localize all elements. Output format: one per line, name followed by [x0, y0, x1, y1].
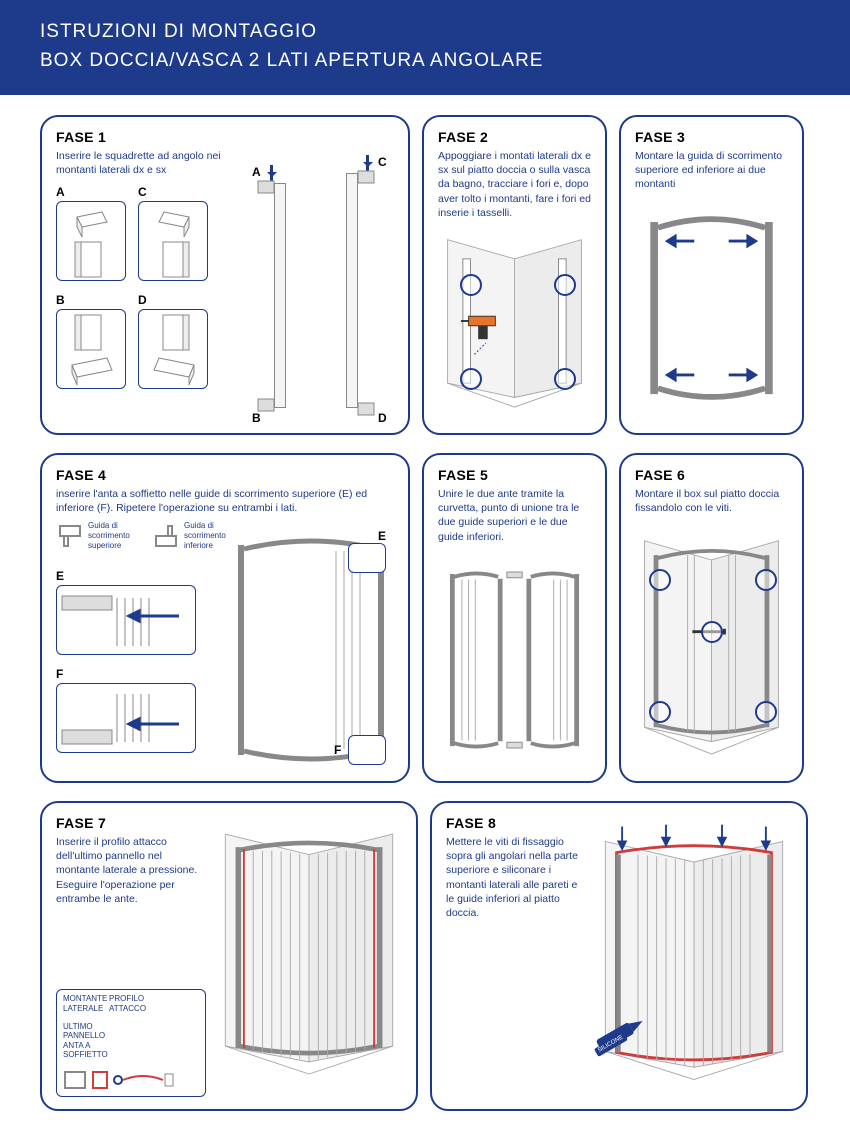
- panel-fase-6: FASE 6 Montare il box sul piatto doccia …: [619, 453, 804, 783]
- rail-right: [346, 173, 358, 408]
- fase1-title: FASE 1: [56, 129, 394, 145]
- bracket-top-right-icon: [356, 169, 376, 185]
- fase3-desc: Montare la guida di scorrimento superior…: [635, 149, 788, 192]
- hole-mark-1: [460, 274, 482, 296]
- fase3-illustration: [635, 198, 788, 418]
- rail-left: [274, 183, 286, 408]
- label-d: D: [138, 293, 147, 307]
- fase7-legend: MONTANTE LATERALE PROFILO ATTACCO ULTIMO…: [56, 989, 206, 1097]
- mounted-box-icon: [635, 521, 788, 771]
- label-b: B: [56, 293, 65, 307]
- fase4-illustration: Guida di scorrimento superiore Guida di …: [56, 521, 394, 781]
- page-header: ISTRUZIONI DI MONTAGGIO BOX DOCCIA/VASCA…: [0, 0, 850, 95]
- bracket-d-icon: [139, 310, 209, 390]
- fase6-title: FASE 6: [635, 467, 788, 483]
- fase4-desc: inserire l'anta a soffietto nelle guide …: [56, 487, 394, 515]
- hole-mark-4: [554, 368, 576, 390]
- guide-inf-label: Guida di scorrimento inferiore: [184, 521, 232, 550]
- fase3-title: FASE 3: [635, 129, 788, 145]
- fase2-title: FASE 2: [438, 129, 591, 145]
- hole-mark-2: [460, 368, 482, 390]
- legend-a: MONTANTE LATERALE: [63, 994, 101, 1013]
- panel-fase-2: FASE 2 Appoggiare i montati laterali dx …: [422, 115, 607, 435]
- header-line1: ISTRUZIONI DI MONTAGGIO: [40, 18, 822, 47]
- fase6-illustration: [635, 521, 788, 771]
- label-e: E: [56, 569, 64, 583]
- fase7-title: FASE 7: [56, 815, 206, 831]
- frame-f: F: [334, 743, 341, 757]
- bracket-bot-left-icon: [256, 397, 276, 413]
- fase2-desc: Appoggiare i montati laterali dx e sx su…: [438, 149, 591, 220]
- guide-profiles: Guida di scorrimento superiore Guida di …: [56, 521, 232, 550]
- detail-e-icon: [57, 586, 197, 656]
- panel-fase-5: FASE 5 Unire le due ante tramite la curv…: [422, 453, 607, 783]
- rail-label-c: C: [378, 155, 387, 169]
- fase5-title: FASE 5: [438, 467, 591, 483]
- profile-sup-icon: [56, 522, 84, 550]
- assembled-box-icon: [216, 815, 402, 1095]
- instruction-grid: FASE 1 Inserire le squadrette ad angolo …: [0, 95, 850, 1121]
- fase1-illustration: A C: [56, 183, 394, 423]
- final-box-icon: [596, 815, 792, 1105]
- fase1-desc: Inserire le squadrette ad angolo nei mon…: [56, 149, 256, 177]
- fase6-desc: Montare il box sul piatto doccia fissand…: [635, 487, 788, 515]
- callout-e: [348, 543, 386, 573]
- bracket-b-icon: [57, 310, 127, 390]
- frame-e: E: [378, 529, 386, 543]
- fase7-illustration: [216, 815, 402, 1097]
- row-2: FASE 4 inserire l'anta a soffietto nelle…: [40, 453, 810, 783]
- sub-a: [56, 201, 126, 281]
- sub-d: [138, 309, 208, 389]
- label-f: F: [56, 667, 63, 681]
- fase8-illustration: SILICONE: [596, 815, 792, 1097]
- bracket-a-icon: [57, 202, 127, 282]
- guide-sup-label: Guida di scorrimento superiore: [88, 521, 136, 550]
- label-a: A: [56, 185, 65, 199]
- panel-fase-1: FASE 1 Inserire le squadrette ad angolo …: [40, 115, 410, 435]
- fase7-desc: Inserire il profilo attacco dell'ultimo …: [56, 835, 206, 906]
- detail-f: [56, 683, 196, 753]
- panel-fase-7: FASE 7 Inserire il profilo attacco dell'…: [40, 801, 418, 1111]
- fase2-illustration: [438, 226, 591, 416]
- panel-fase-8: FASE 8 Mettere le viti di fissaggio sopr…: [430, 801, 808, 1111]
- bracket-c-icon: [139, 202, 209, 282]
- bracket-bot-right-icon: [356, 401, 376, 417]
- rail-label-a: A: [252, 165, 261, 179]
- rail-label-d: D: [378, 411, 387, 425]
- header-line2: BOX DOCCIA/VASCA 2 LATI APERTURA ANGOLAR…: [40, 47, 822, 76]
- frame-icon: [635, 198, 788, 418]
- panel-fase-3: FASE 3 Montare la guida di scorrimento s…: [619, 115, 804, 435]
- sub-c: [138, 201, 208, 281]
- profile-inf-icon: [152, 522, 180, 550]
- callout-f: [348, 735, 386, 765]
- detail-f-icon: [57, 684, 197, 754]
- sub-b: [56, 309, 126, 389]
- hole-mark-3: [554, 274, 576, 296]
- legend-b: PROFILO ATTACCO: [109, 994, 141, 1013]
- detail-e: [56, 585, 196, 655]
- fase8-desc: Mettere le viti di fissaggio sopra gli a…: [446, 835, 586, 920]
- panel-fase-4: FASE 4 inserire l'anta a soffietto nelle…: [40, 453, 410, 783]
- rail-label-b: B: [252, 411, 261, 425]
- fase4-title: FASE 4: [56, 467, 394, 483]
- fase5-illustration: [438, 550, 591, 770]
- label-c: C: [138, 185, 147, 199]
- row-3: FASE 7 Inserire il profilo attacco dell'…: [40, 801, 810, 1111]
- row-1: FASE 1 Inserire le squadrette ad angolo …: [40, 115, 810, 435]
- bracket-top-left-icon: [256, 179, 276, 195]
- two-halves-icon: [438, 550, 591, 770]
- fase5-desc: Unire le due ante tramite la curvetta, p…: [438, 487, 591, 544]
- legend-profile-icon: [63, 1068, 193, 1092]
- legend-c: ULTIMO PANNELLO ANTA A SOFFIETTO: [63, 1022, 119, 1060]
- fase8-title: FASE 8: [446, 815, 586, 831]
